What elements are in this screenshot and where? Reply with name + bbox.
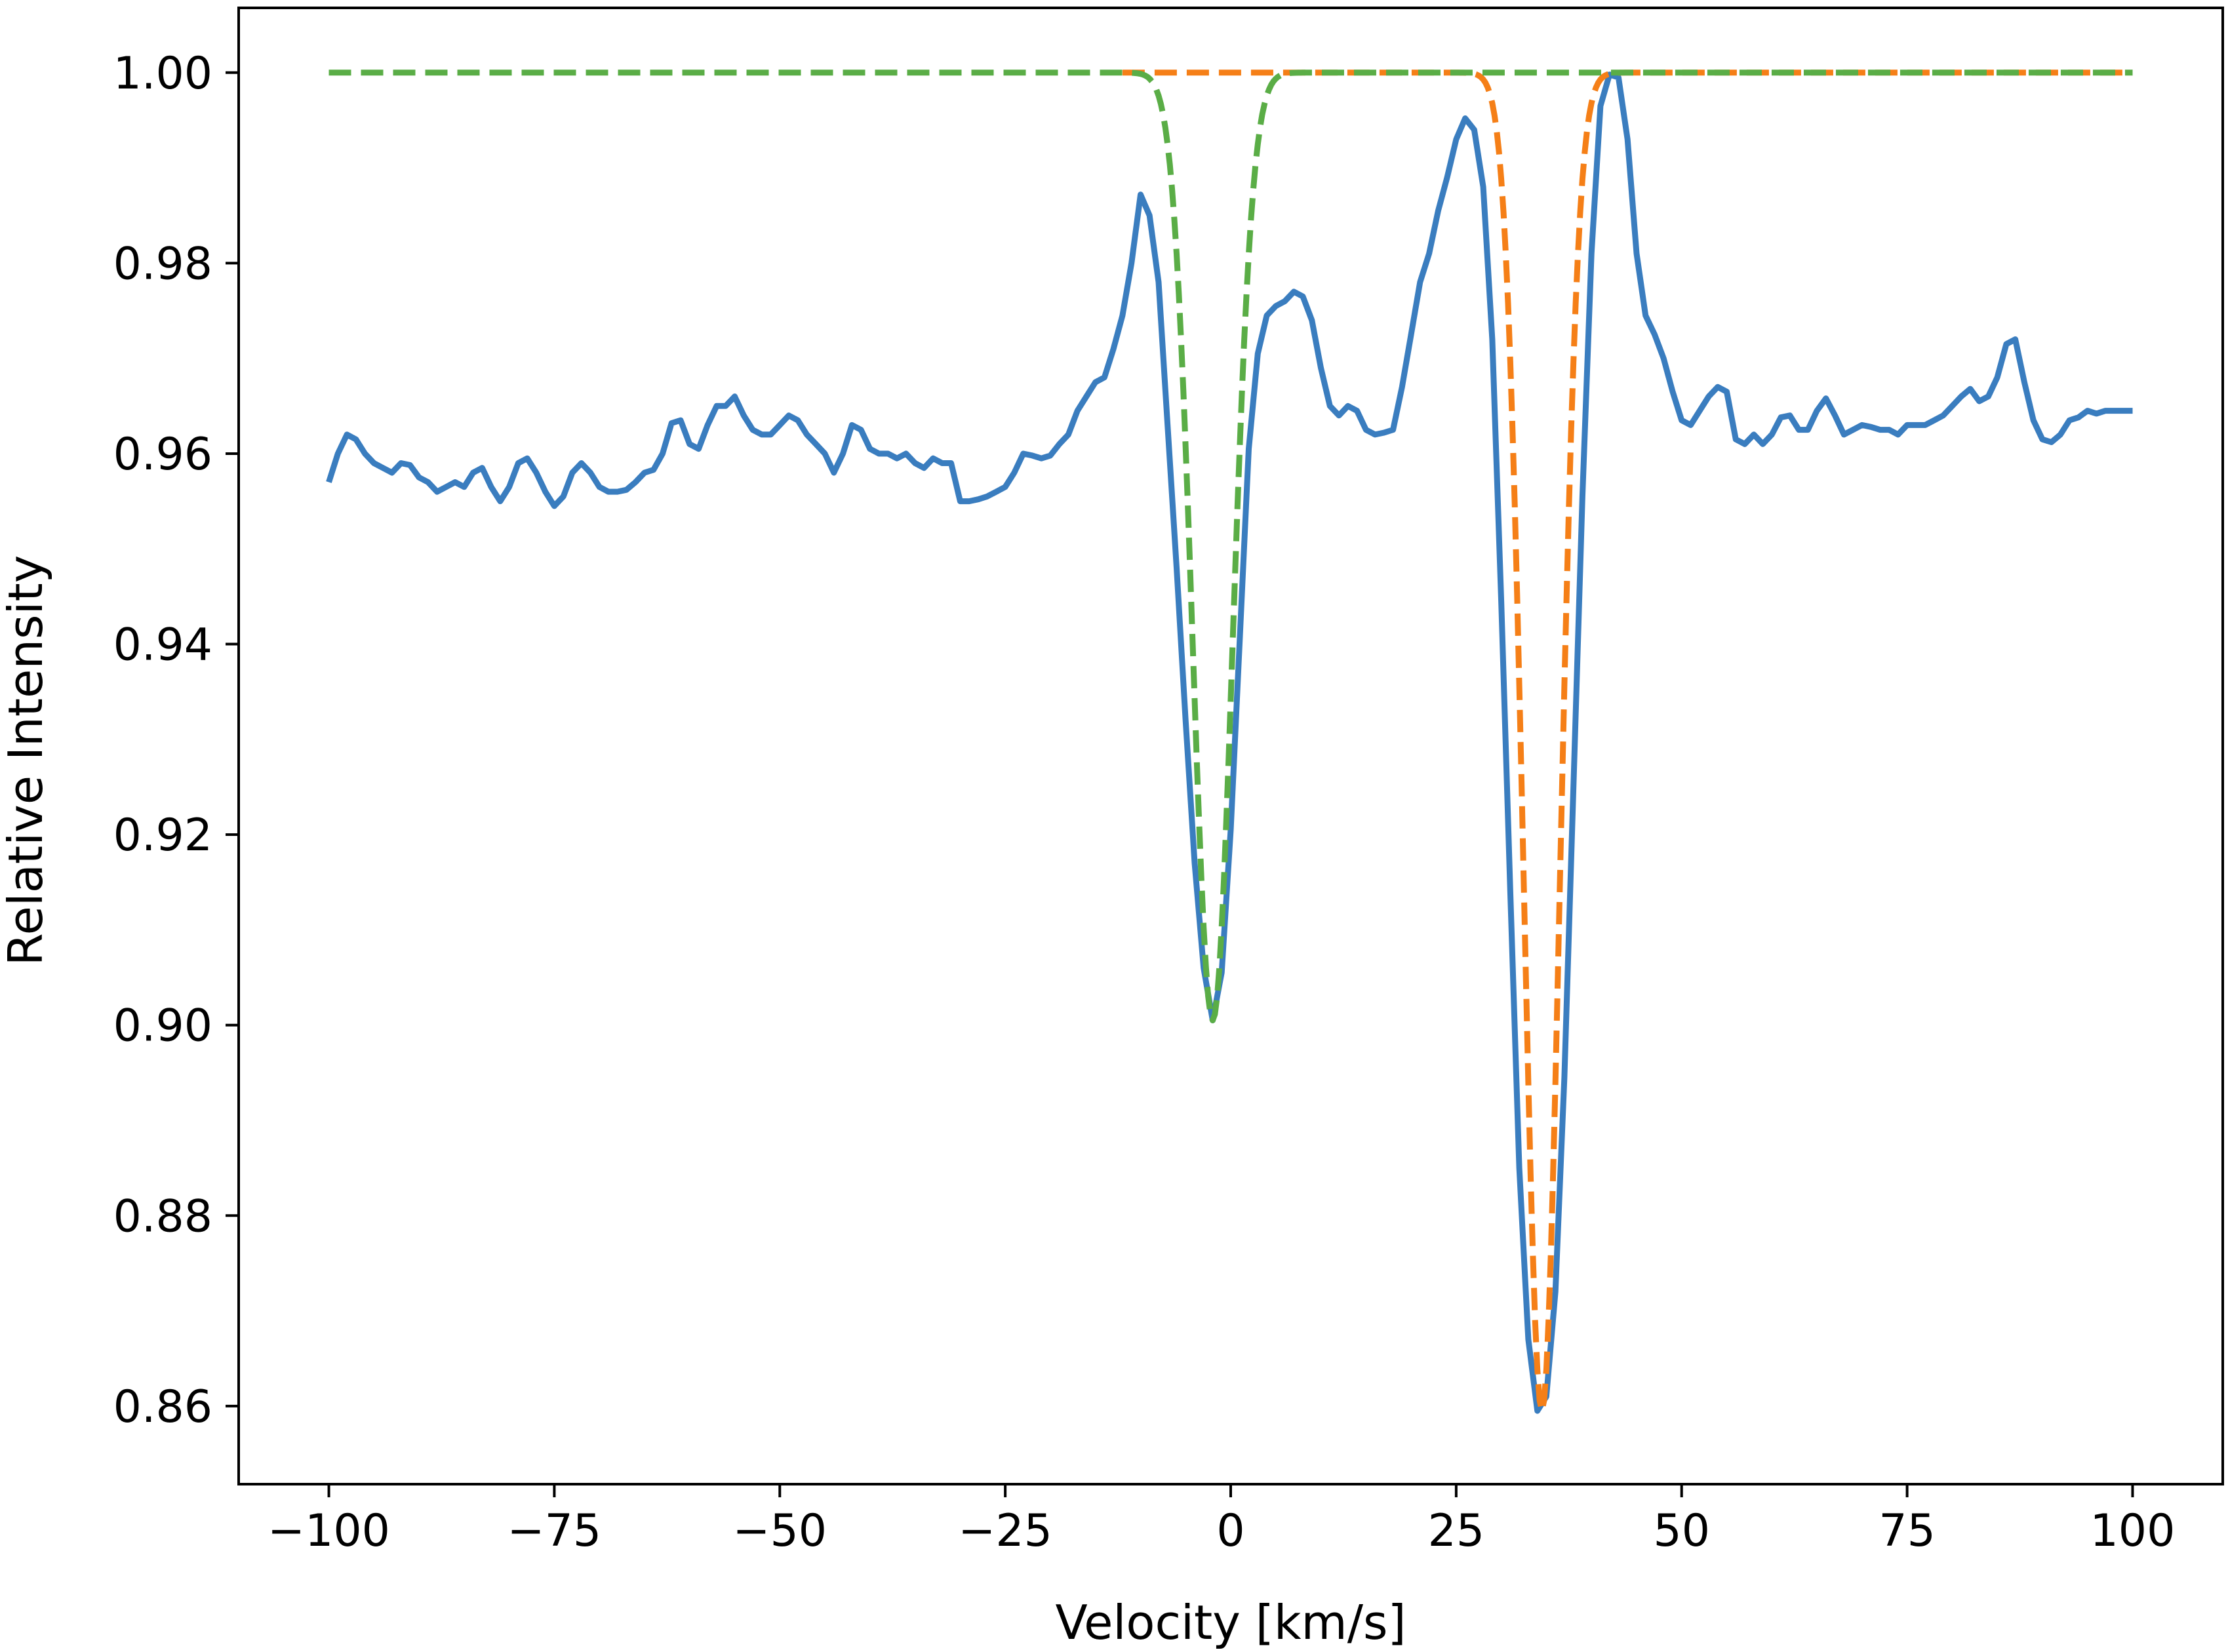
y-tick-label: 0.90 [113, 1000, 212, 1052]
x-axis-label: Velocity [km/s] [1055, 1595, 1406, 1650]
y-tick-label: 0.86 [113, 1381, 212, 1433]
y-tick-label: 0.98 [113, 238, 212, 290]
x-tick-label: −100 [268, 1505, 390, 1557]
x-axis-ticks: −100 −75 −50 −25 0 25 50 75 100 [268, 1484, 2175, 1557]
series-line-model-green [328, 69, 2134, 1023]
x-tick-label: 50 [1653, 1505, 1710, 1557]
x-tick-label: −75 [507, 1505, 602, 1557]
x-tick-label: 0 [1216, 1505, 1244, 1557]
series-line-observed [326, 71, 2133, 1414]
x-tick-label: −25 [958, 1505, 1052, 1557]
x-tick-label: 100 [2090, 1505, 2176, 1557]
y-axis-ticks: 0.86 0.88 0.90 0.92 0.94 0.96 0.98 1.00 [113, 48, 239, 1433]
y-tick-label: 1.00 [113, 48, 212, 100]
x-tick-label: 75 [1879, 1505, 1936, 1557]
y-tick-label: 0.96 [113, 429, 212, 481]
y-axis-label: Relative Intensity [0, 555, 53, 966]
x-tick-label: 25 [1428, 1505, 1485, 1557]
y-tick-label: 0.88 [113, 1190, 212, 1242]
y-tick-label: 0.92 [113, 810, 212, 861]
series-layer [326, 69, 2134, 1414]
y-tick-label: 0.94 [113, 620, 212, 671]
x-tick-label: −50 [733, 1505, 827, 1557]
